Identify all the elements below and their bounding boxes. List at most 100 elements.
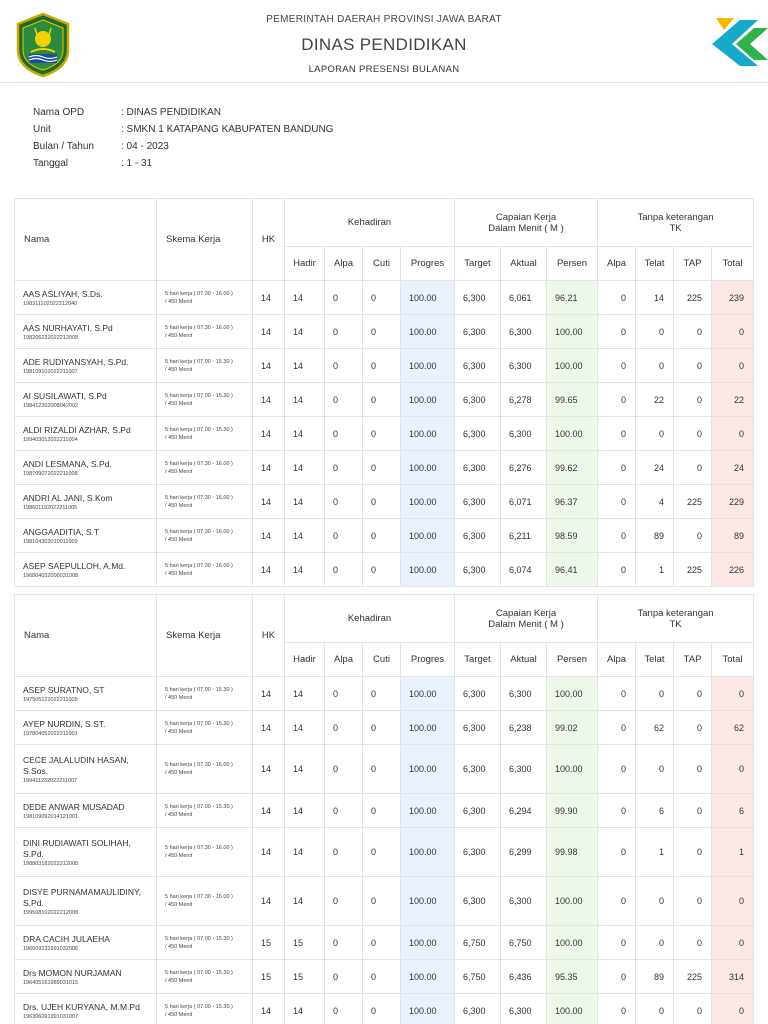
employee-nip: 199411232022211007 — [23, 777, 78, 784]
telat-cell: 14 — [635, 280, 675, 315]
employee-name: ASEP SURATNO, ST — [23, 684, 105, 695]
hk-cell: 15 — [252, 959, 285, 994]
persen-cell: 96.37 — [545, 484, 599, 519]
col-header-skema: Skema Kerja — [156, 594, 253, 677]
skema-minutes: / 450 Menit — [165, 332, 193, 339]
skema-minutes: / 450 Menit — [165, 536, 193, 543]
alpa-cell: 0 — [324, 676, 363, 711]
cuti-cell: 0 — [362, 793, 401, 828]
alpa-cell: 0 — [324, 314, 363, 349]
telat-cell: 22 — [635, 382, 675, 417]
progres-cell: 100.00 — [400, 827, 455, 877]
table-row: Drs. UJEH KURYANA, M.M.Pd 196306091991031… — [14, 993, 755, 1024]
telat-cell: 4 — [635, 484, 675, 519]
hk-cell: 14 — [252, 552, 285, 587]
skema-cell: 5 hari kerja ( 07.30 - 16.00 )/ 450 Meni… — [156, 484, 253, 519]
target-cell: 6,300 — [454, 314, 501, 349]
skema-minutes: / 450 Menit — [165, 366, 193, 373]
target-cell: 6,300 — [454, 827, 501, 877]
cuti-cell: 0 — [362, 382, 401, 417]
alpa-cell: 0 — [324, 793, 363, 828]
employee-nip: 198803182022212008 — [23, 860, 79, 867]
alpa-cell: 0 — [324, 710, 363, 745]
progres-cell: 100.00 — [400, 416, 455, 451]
progres-cell: 100.00 — [400, 552, 455, 587]
employee-cell: ADE RUDIYANSYAH, S.Pd. 198109102022211007 — [14, 348, 157, 383]
employee-nip: 199403012022211004 — [23, 436, 78, 443]
tap-cell: 0 — [673, 925, 713, 960]
total-cell: 6 — [711, 793, 755, 828]
telat-cell: 0 — [635, 876, 675, 926]
telat-cell: 0 — [635, 676, 675, 711]
progres-cell: 100.00 — [400, 484, 455, 519]
employee-nip: 198109102022211007 — [23, 368, 78, 375]
employee-cell: AI SUSILAWATI, S.Pd 198412202008042002 — [14, 382, 157, 417]
telat-cell: 0 — [635, 744, 675, 794]
employee-name: AI SUSILAWATI, S.Pd — [23, 390, 107, 401]
col-header-hadir: Hadir — [284, 246, 325, 281]
skema-hours: 5 hari kerja ( 07.30 - 16.00 ) — [165, 562, 233, 569]
total-cell: 0 — [711, 314, 755, 349]
tap-cell: 225 — [673, 484, 713, 519]
cuti-cell: 0 — [362, 484, 401, 519]
col-header-tk-alpa: Alpa — [597, 642, 637, 677]
table-row: AAS NURHAYATI, S.Pd 198206232022212008 5 h… — [14, 314, 755, 349]
telat-cell: 0 — [635, 925, 675, 960]
skema-hours: 5 hari kerja ( 07.30 - 16.00 ) — [165, 845, 233, 851]
employee-cell: AAS NURHAYATI, S.Pd 198206232022212008 — [14, 314, 157, 349]
skema-minutes: / 450 Menit — [165, 902, 193, 908]
col-header-alpa: Alpa — [324, 246, 363, 281]
telat-cell: 0 — [635, 416, 675, 451]
info-value: : 04 - 2023 — [121, 141, 169, 152]
col-header-target: Target — [454, 246, 501, 281]
aktual-cell: 6,300 — [500, 676, 547, 711]
government-name: PEMERINTAH DAERAH PROVINSI JAWA BARAT — [266, 14, 502, 25]
aktual-cell: 6,299 — [500, 827, 547, 877]
employee-cell: DISYE PURNAMAMAULIDINY, S.Pd. 19950810202… — [14, 876, 157, 926]
telat-cell: 1 — [635, 552, 675, 587]
info-label: Nama OPD — [33, 107, 85, 118]
table-row: ADE RUDIYANSYAH, S.Pd. 198109102022211007… — [14, 348, 755, 383]
hadir-cell: 14 — [284, 382, 325, 417]
target-cell: 6,300 — [454, 450, 501, 485]
employee-name: DRA CACIH JULAEHA — [23, 933, 110, 944]
aktual-cell: 6,278 — [500, 382, 547, 417]
skema-hours: 5 hari kerja ( 07.00 - 15.30 ) — [165, 969, 233, 976]
col-header-telat: Telat — [635, 642, 675, 677]
cuti-cell: 0 — [362, 552, 401, 587]
col-header-aktual: Aktual — [500, 642, 547, 677]
tk-alpa-cell: 0 — [597, 348, 637, 383]
tk-alpa-cell: 0 — [597, 518, 637, 553]
table-row: ANGGAADITIA, S.T 198104302010011009 5 hari… — [14, 518, 755, 553]
telat-cell: 0 — [635, 993, 675, 1024]
skema-cell: 5 hari kerja ( 07.00 - 15.30 )/ 450 Meni… — [156, 348, 253, 383]
aktual-cell: 6,300 — [500, 993, 547, 1024]
col-header-tk-alpa: Alpa — [597, 246, 637, 281]
skema-minutes: / 450 Menit — [165, 694, 193, 701]
progres-cell: 100.00 — [400, 876, 455, 926]
total-cell: 0 — [711, 925, 755, 960]
employee-nip: 199508102022212008 — [23, 909, 79, 916]
skema-hours: 5 hari kerja ( 07.00 - 15.30 ) — [165, 1003, 233, 1010]
employee-name: AAS ASLIYAH, S.Ds. — [23, 288, 103, 299]
employee-nip: 198206232022212008 — [23, 334, 79, 341]
capaian-line2: Dalam Menit ( M ) — [488, 618, 564, 630]
aktual-cell: 6,074 — [500, 552, 547, 587]
col-header-skema: Skema Kerja — [156, 198, 253, 281]
skema-hours: 5 hari kerja ( 07.30 - 16.00 ) — [165, 290, 233, 297]
group-header-kehadiran: Kehadiran — [284, 594, 455, 643]
report-info: Nama OPD : DINAS PENDIDIKAN Unit : SMKN … — [33, 107, 333, 175]
group-header-tanpa-keterangan: Tanpa keterangan TK — [597, 198, 755, 247]
target-cell: 6,750 — [454, 925, 501, 960]
table-row: ANDI LESMANA, S.Pd. 198709072022211008 5 h… — [14, 450, 755, 485]
table-row: ASEP SAEPULLOH, A.Md. 196804032000031008 5… — [14, 552, 755, 587]
employee-nip: 198601192022211005 — [23, 504, 78, 511]
tap-cell: 0 — [673, 518, 713, 553]
aktual-cell: 6,300 — [500, 744, 547, 794]
col-header-nama: Nama — [14, 198, 157, 281]
attendance-table: Nama Skema Kerja HK Kehadiran Capaian Kerja D… — [14, 594, 755, 1024]
alpa-cell: 0 — [324, 382, 363, 417]
tk-alpa-cell: 0 — [597, 484, 637, 519]
skema-cell: 5 hari kerja ( 07.30 - 16.00 )/ 450 Meni… — [156, 827, 253, 877]
persen-cell: 99.98 — [545, 827, 599, 877]
